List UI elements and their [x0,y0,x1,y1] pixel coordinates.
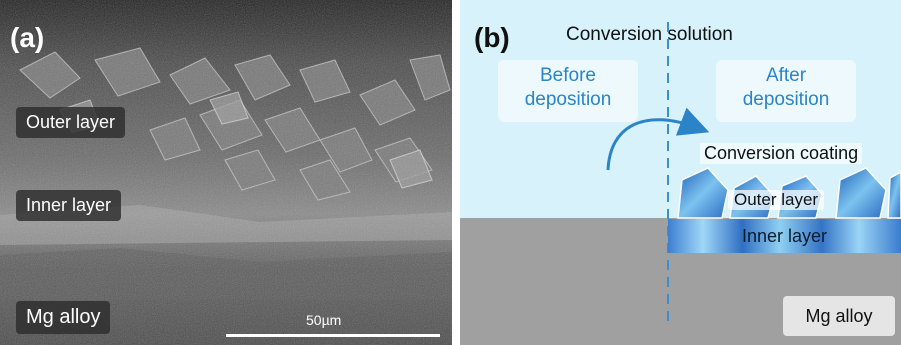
panel-b-schematic: (b) Conversion solution Before depositio… [460,0,901,345]
after-deposition-box: After deposition [716,60,856,122]
inner-layer-band [668,219,901,253]
deposition-arrow [606,107,710,171]
outer-layer-label: Outer layer [16,107,126,138]
schematic-graphics [606,22,901,328]
panel-b-letter: (b) [474,22,510,53]
before-deposition-box: Before deposition [498,60,638,122]
panel-a-sem-image: (a) Outer layer Inner layer Mg alloy 50µ… [0,0,452,345]
scale-bar [226,334,440,337]
conversion-solution-label: Conversion solution [566,24,733,45]
mg-alloy-label: Mg alloy [16,301,111,334]
inner-layer-label-b: Inner layer [741,226,828,246]
inner-layer-label: Inner layer [16,190,122,221]
conversion-coating-label: Conversion coating [700,143,863,164]
panel-a-letter: (a) [10,22,45,53]
sem-micrograph [0,0,452,345]
before-line-2: deposition [524,89,612,110]
after-line-1: After [765,65,807,86]
scale-bar-label: 50µm [306,312,342,328]
mg-alloy-label-b: Mg alloy [783,296,895,336]
outer-layer-label-b: Outer layer [728,190,825,210]
after-line-2: deposition [742,89,830,110]
before-line-1: Before [540,65,596,86]
